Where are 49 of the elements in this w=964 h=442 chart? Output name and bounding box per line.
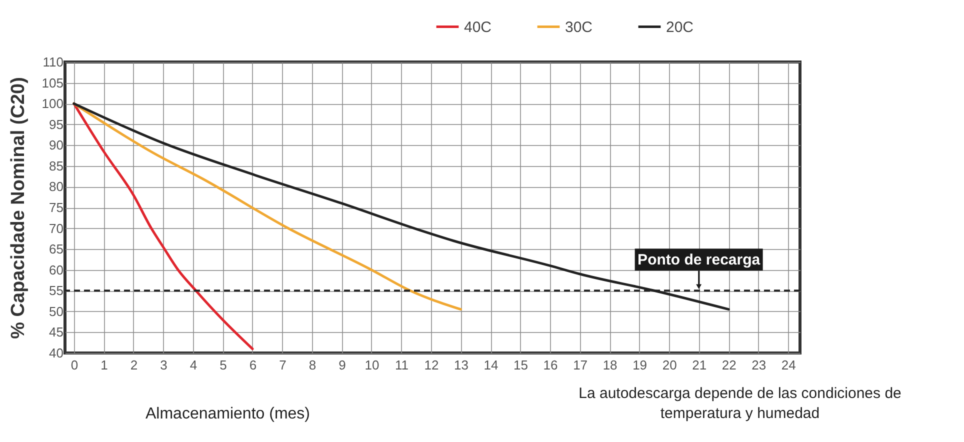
x-tick-label: 9 bbox=[338, 358, 346, 372]
text: La autodescarga depende de las condiciones de temperatura y humedad bbox=[578, 384, 902, 423]
x-tick-label: 18 bbox=[602, 358, 618, 372]
legend-label: 40C bbox=[464, 18, 492, 36]
y-axis-title: % Capacidade Nominal (C20) bbox=[8, 77, 29, 339]
y-tick-label: 40 bbox=[49, 346, 64, 360]
x-tick-label: 15 bbox=[514, 358, 528, 372]
y-tick-label: 100 bbox=[42, 96, 64, 112]
x-tick-label: 14 bbox=[484, 358, 498, 372]
y-tick-label: 45 bbox=[49, 324, 64, 340]
y-tick-label: 55 bbox=[49, 283, 64, 298]
y-tick-label: 65 bbox=[49, 242, 64, 257]
x-tick-label: 16 bbox=[543, 358, 558, 372]
x-tick-label: 23 bbox=[752, 358, 766, 372]
x-tick-label: 5 bbox=[220, 358, 227, 372]
x-tick-label: 17 bbox=[573, 358, 588, 372]
x-tick-label: 22 bbox=[722, 358, 736, 372]
x-tick-label: 24 bbox=[781, 358, 796, 372]
x-tick-label: 6 bbox=[249, 358, 257, 372]
x-tick-label: 19 bbox=[632, 358, 648, 372]
x-tick-label: 10 bbox=[364, 358, 380, 372]
legend-label: 30C bbox=[565, 18, 593, 36]
y-tick-label: 110 bbox=[42, 54, 64, 70]
x-tick-label: 20 bbox=[662, 358, 677, 372]
y-tick-label: 60 bbox=[49, 262, 64, 278]
legend-label: 20C bbox=[666, 18, 694, 36]
y-tick-label: 70 bbox=[49, 220, 64, 236]
y-tick-label: 50 bbox=[49, 304, 64, 319]
line-series bbox=[72, 102, 254, 350]
x-axis-title: Almacenamiento (mes) bbox=[146, 406, 310, 422]
x-tick-label: 21 bbox=[692, 358, 707, 372]
x-tick-label: 4 bbox=[190, 358, 198, 372]
y-tick-label: 105 bbox=[42, 75, 64, 90]
x-tick-label: 3 bbox=[160, 358, 168, 372]
y-tick-label: 75 bbox=[49, 200, 64, 215]
x-tick-label: 8 bbox=[308, 358, 316, 372]
y-tick-label: 80 bbox=[49, 179, 64, 194]
line-series bbox=[72, 102, 462, 311]
x-tick-label: 1 bbox=[100, 358, 108, 372]
x-tick-label: 0 bbox=[70, 358, 78, 372]
y-tick-label: 85 bbox=[49, 158, 64, 174]
y-tick-label: 90 bbox=[49, 138, 64, 153]
x-tick-label: 12 bbox=[424, 358, 439, 372]
annotation: Ponto de recarga bbox=[638, 252, 761, 269]
x-tick-label: 11 bbox=[395, 358, 409, 372]
y-tick-label: 95 bbox=[49, 116, 64, 132]
x-tick-label: 7 bbox=[279, 358, 286, 372]
x-tick-label: 13 bbox=[454, 358, 469, 372]
x-tick-label: 2 bbox=[130, 358, 138, 372]
